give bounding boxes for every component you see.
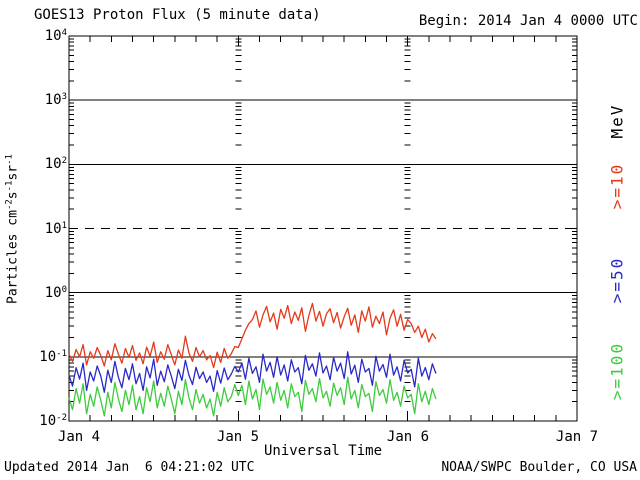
begin-time-label: Begin: 2014 Jan 4 0000 UTC	[418, 13, 638, 29]
updated-timestamp: Updated 2014 Jan 6 04:21:02 UTC	[4, 460, 255, 475]
y-tick-label: 10-1	[39, 349, 67, 365]
x-tick-label: Jan 4	[57, 429, 101, 445]
trace-ge50	[68, 351, 437, 393]
trace-ge100	[68, 376, 437, 417]
y-tick-label: 104	[44, 28, 67, 44]
page-title: GOES13 Proton Flux (5 minute data)	[34, 7, 321, 23]
source-attribution: NOAA/SWPC Boulder, CO USA	[441, 460, 637, 475]
legend-label-100: >=100	[607, 341, 627, 401]
trace-ge10	[68, 302, 437, 369]
legend-label-50: >=50	[607, 256, 627, 304]
y-tick-label: 101	[44, 221, 67, 237]
y-tick-label: 103	[44, 92, 67, 108]
x-tick-label: Jan 7	[555, 429, 599, 445]
unit-label: MeV	[607, 103, 627, 139]
x-tick-label: Jan 5	[216, 429, 260, 445]
y-tick-label: 100	[44, 285, 67, 301]
y-tick-label: 102	[44, 156, 67, 172]
legend-label-10: >=10	[607, 162, 627, 210]
x-tick-label: Jan 6	[386, 429, 430, 445]
y-tick-label: 10-2	[39, 413, 67, 429]
x-axis-title: Universal Time	[263, 443, 383, 459]
